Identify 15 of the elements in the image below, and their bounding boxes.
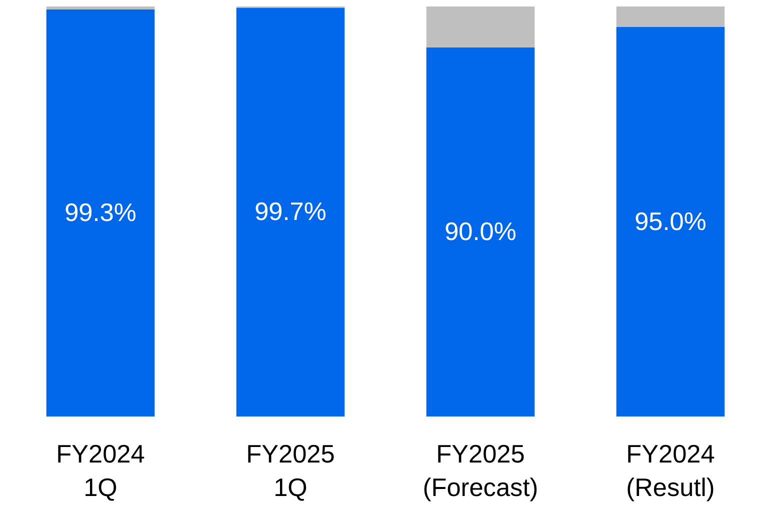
bar — [236, 8, 345, 416]
x-tick-label: FY2024 (Resutl) — [626, 440, 715, 502]
bar — [46, 6, 155, 10]
data-label: 99.7% — [254, 198, 326, 226]
bar — [616, 6, 725, 28]
x-tick-label: FY2025 (Forecast) — [422, 440, 538, 502]
x-tick-label: FY2025 1Q — [246, 440, 335, 502]
x-tick-label: FY2024 1Q — [56, 440, 145, 502]
bar — [616, 27, 725, 416]
data-label: 99.3% — [64, 198, 136, 227]
data-label: 90.0% — [444, 218, 516, 246]
bar — [46, 9, 155, 416]
bar — [426, 48, 535, 416]
data-label: 95.0% — [634, 208, 706, 236]
bar — [426, 6, 535, 48]
